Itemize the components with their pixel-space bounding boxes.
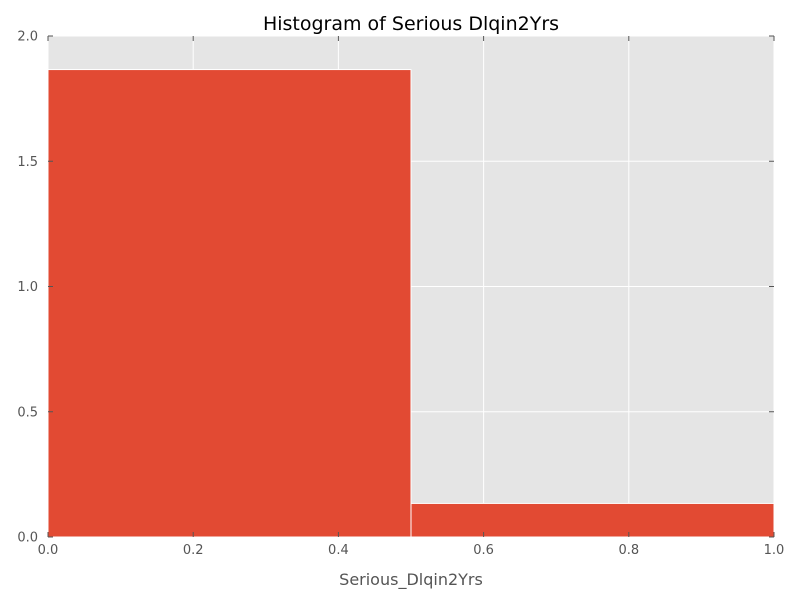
x-tick-label: 0.2 [183, 543, 204, 558]
bars [47, 69, 775, 538]
histogram-bar [410, 502, 775, 538]
y-tick-label: 1.0 [17, 280, 38, 295]
axis-ticks [47, 35, 775, 538]
x-axis-label: Serious_Dlqin2Yrs [339, 570, 483, 590]
y-tick-label: 0.5 [17, 405, 38, 420]
x-tick-label: 1.0 [764, 543, 785, 558]
y-tick-label: 1.5 [17, 155, 38, 170]
y-tick-label: 2.0 [17, 30, 38, 45]
x-tick-label: 0.6 [473, 543, 494, 558]
y-tick-labels: 0.0 0.5 1.0 1.5 2.0 [17, 30, 38, 546]
y-tick-label: 0.0 [17, 531, 38, 546]
x-tick-label: 0.8 [618, 543, 639, 558]
histogram-bar [47, 69, 412, 538]
x-tick-label: 0.4 [328, 543, 349, 558]
x-tick-labels: 0.0 0.2 0.4 0.6 0.8 1.0 [38, 543, 785, 558]
chart-title: Histogram of Serious Dlqin2Yrs [263, 13, 559, 35]
x-tick-label: 0.0 [38, 543, 59, 558]
